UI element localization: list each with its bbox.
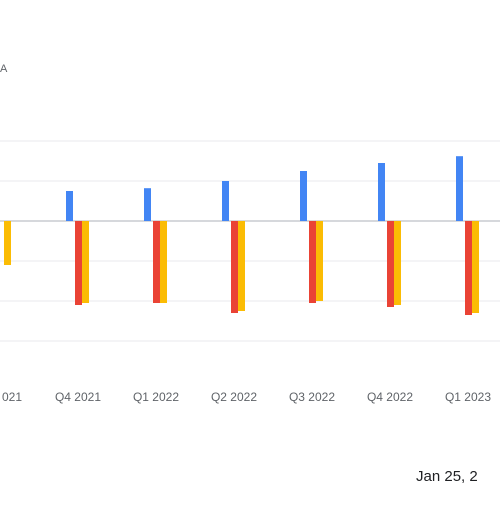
bar xyxy=(394,221,401,305)
bar xyxy=(222,181,229,221)
footer-date: Jan 25, 2 xyxy=(416,468,478,485)
partial-label: A xyxy=(0,63,8,75)
x-tick-label: Q3 2022 xyxy=(289,390,335,404)
bar xyxy=(160,221,167,303)
x-tick-label: Q1 2022 xyxy=(133,390,179,404)
bar xyxy=(309,221,316,303)
bar xyxy=(144,188,151,221)
bar xyxy=(75,221,82,305)
x-tick-label: Q4 2021 xyxy=(55,390,101,404)
bar xyxy=(378,163,385,221)
x-tick-label: 021 xyxy=(2,390,22,404)
bar xyxy=(316,221,323,301)
bar xyxy=(456,156,463,221)
category-axis: 021 Q4 2021 Q1 2022 Q2 2022 Q3 2022 Q4 2022 Q1… xyxy=(2,390,491,404)
bar xyxy=(82,221,89,303)
bar xyxy=(465,221,472,315)
bar xyxy=(66,191,73,221)
bar xyxy=(238,221,245,311)
bar xyxy=(4,221,11,265)
bar xyxy=(300,171,307,221)
x-tick-label: Q4 2022 xyxy=(367,390,413,404)
bar xyxy=(472,221,479,313)
x-tick-label: Q1 2023 xyxy=(445,390,491,404)
bar xyxy=(387,221,394,307)
bar xyxy=(153,221,160,303)
bar xyxy=(231,221,238,313)
x-tick-label: Q2 2022 xyxy=(211,390,257,404)
bars xyxy=(4,156,479,315)
